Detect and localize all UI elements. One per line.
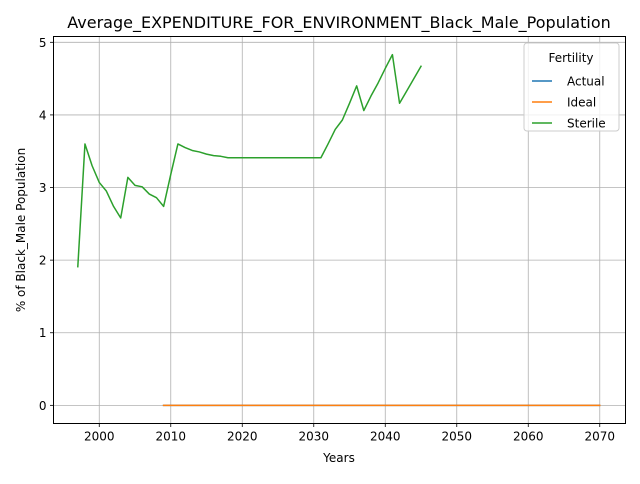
y-tick-label: 4 bbox=[39, 108, 47, 122]
x-axis: 2000 2010 2020 2030 2040 2050 2060 2070 bbox=[84, 423, 615, 444]
x-axis-label: Years bbox=[322, 451, 355, 465]
x-tick-label: 2000 bbox=[84, 430, 115, 444]
y-tick-label: 2 bbox=[39, 254, 47, 268]
chart-title: Average_EXPENDITURE_FOR_ENVIRONMENT_Blac… bbox=[67, 13, 611, 33]
x-tick-label: 2020 bbox=[227, 430, 258, 444]
x-tick-label: 2030 bbox=[298, 430, 329, 444]
legend-box bbox=[523, 42, 620, 132]
x-tick-label: 2040 bbox=[370, 430, 401, 444]
legend-label-actual: Actual bbox=[567, 75, 605, 89]
plot-frame bbox=[53, 36, 626, 424]
x-tick-label: 2050 bbox=[441, 430, 472, 444]
legend-label-sterile: Sterile bbox=[567, 117, 606, 131]
x-tick-label: 2070 bbox=[584, 430, 615, 444]
legend-label-ideal: Ideal bbox=[567, 96, 596, 110]
y-axis-label: % of Black_Male Population bbox=[14, 148, 28, 312]
legend: Fertility Actual Ideal Sterile bbox=[523, 42, 620, 132]
series-line-sterile bbox=[77, 53, 423, 268]
y-tick-label: 3 bbox=[39, 181, 47, 195]
y-axis: 0 1 2 3 4 5 bbox=[39, 36, 54, 413]
x-tick-label: 2060 bbox=[513, 430, 544, 444]
series-layer bbox=[77, 53, 601, 407]
y-tick-label: 0 bbox=[39, 399, 47, 413]
y-tick-label: 1 bbox=[39, 326, 47, 340]
y-tick-label: 5 bbox=[39, 36, 47, 50]
x-tick-label: 2010 bbox=[155, 430, 186, 444]
legend-title: Fertility bbox=[548, 51, 593, 65]
